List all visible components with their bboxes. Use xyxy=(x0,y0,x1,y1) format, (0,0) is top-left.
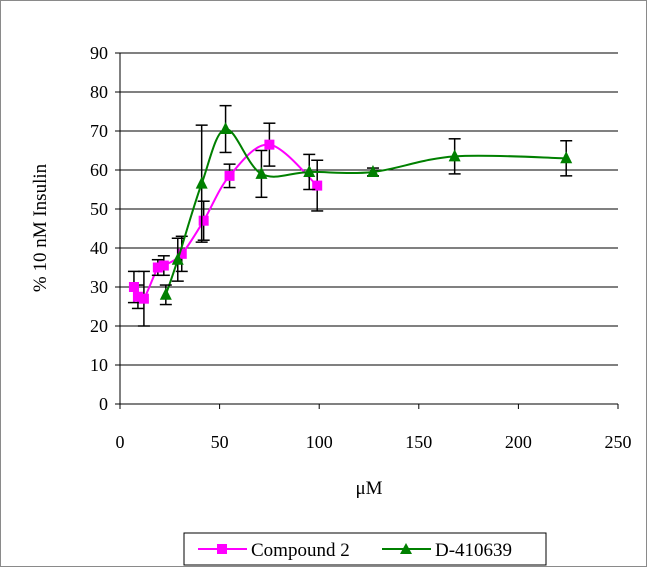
axes xyxy=(115,52,619,409)
data-point xyxy=(176,248,187,259)
data-point xyxy=(159,287,172,300)
y-tick-label: 70 xyxy=(90,121,108,141)
series-compound-2 xyxy=(127,122,324,327)
x-tick-label: 0 xyxy=(116,432,125,452)
data-point xyxy=(448,149,461,162)
data-point xyxy=(264,139,275,150)
legend-marker-d-410639 xyxy=(400,543,412,554)
data-point xyxy=(224,170,235,181)
x-tick-label: 200 xyxy=(505,432,532,452)
legend: Compound 2 D-410639 xyxy=(183,532,547,566)
y-tick-label: 50 xyxy=(90,199,108,219)
legend-label-compound-2: Compound 2 xyxy=(251,540,350,561)
data-point xyxy=(366,164,379,177)
data-point xyxy=(312,180,323,191)
grid-lines xyxy=(120,52,618,366)
data-point xyxy=(158,260,169,271)
x-tick-label: 100 xyxy=(306,432,333,452)
data-point xyxy=(132,291,143,302)
data-point xyxy=(171,252,184,265)
series-layer xyxy=(127,104,573,327)
x-tick-label: 250 xyxy=(605,432,632,452)
y-tick-label: 0 xyxy=(99,394,108,414)
data-point xyxy=(255,166,268,179)
plot-area xyxy=(120,53,618,404)
data-point xyxy=(303,164,316,177)
data-point xyxy=(195,176,208,189)
data-point xyxy=(152,262,163,273)
x-axis-label: μM xyxy=(355,478,382,499)
legend-label-d-410639: D-410639 xyxy=(435,540,512,561)
y-tick-label: 30 xyxy=(90,277,108,297)
x-tick-label: 50 xyxy=(211,432,229,452)
y-tick-label: 10 xyxy=(90,355,108,375)
y-tick-label: 60 xyxy=(90,160,108,180)
x-tick-labels: 0 50 100 150 200 250 xyxy=(116,432,632,452)
y-axis-label: % 10 nM Insulin xyxy=(30,163,51,292)
legend-marker-compound-2 xyxy=(217,544,227,554)
y-tick-label: 90 xyxy=(90,43,108,63)
data-point xyxy=(219,122,232,135)
y-tick-label: 20 xyxy=(90,316,108,336)
series-d-410639 xyxy=(159,104,573,306)
data-point xyxy=(138,293,149,304)
x-tick-label: 150 xyxy=(405,432,432,452)
y-tick-labels: 0 10 20 30 40 50 60 70 80 90 xyxy=(90,43,108,414)
data-point xyxy=(128,282,139,292)
data-point xyxy=(198,215,209,226)
y-tick-label: 80 xyxy=(90,82,108,102)
data-point xyxy=(560,151,573,164)
y-tick-label: 40 xyxy=(90,238,108,258)
